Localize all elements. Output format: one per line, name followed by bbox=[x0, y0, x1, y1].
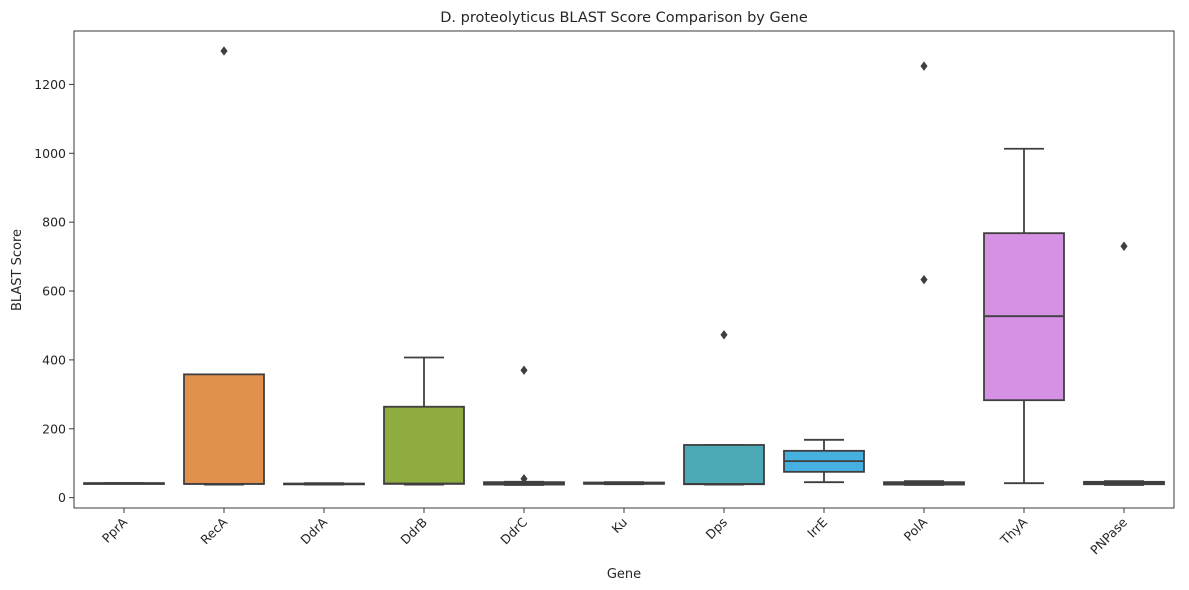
x-ticks: PprA RecA DdrA DdrB DdrC Ku Dps IrrE PolA ThyA PNP… bbox=[99, 508, 1130, 557]
outlier-point bbox=[520, 365, 528, 375]
outlier-point bbox=[220, 46, 228, 56]
box-pnpase bbox=[1083, 241, 1165, 486]
y-tick-label: 200 bbox=[42, 421, 66, 436]
x-tick-label-pnpase: PNPase bbox=[1087, 514, 1130, 557]
box-ddrb bbox=[383, 356, 465, 486]
outlier-point bbox=[920, 61, 928, 71]
boxes bbox=[83, 46, 1165, 486]
y-ticks: 0 200 400 600 800 1000 1200 bbox=[34, 77, 74, 505]
y-tick-label: 600 bbox=[42, 284, 66, 299]
iqr-box bbox=[383, 405, 465, 485]
x-tick-label-ku: Ku bbox=[609, 515, 631, 537]
box-ddra bbox=[283, 482, 365, 486]
box-ppra bbox=[83, 482, 165, 485]
box-thya bbox=[983, 147, 1065, 485]
box-pola bbox=[883, 61, 965, 486]
x-tick-label-reca: RecA bbox=[197, 514, 230, 547]
x-tick-label-ddrb: DdrB bbox=[397, 515, 430, 548]
box-ddrc bbox=[483, 365, 565, 486]
outlier-point bbox=[1120, 241, 1128, 251]
box-dps bbox=[683, 330, 765, 486]
iqr-box bbox=[183, 373, 265, 485]
y-tick-label: 800 bbox=[42, 215, 66, 230]
outlier-point bbox=[920, 274, 928, 285]
chart-title: D. proteolyticus BLAST Score Comparison … bbox=[440, 10, 808, 26]
x-tick-label-ddra: DdrA bbox=[297, 514, 330, 547]
x-tick-label-ppra: PprA bbox=[99, 514, 131, 546]
box-irre bbox=[783, 438, 865, 484]
x-axis-label: Gene bbox=[607, 567, 641, 582]
box-reca bbox=[183, 46, 265, 486]
y-tick-label: 1000 bbox=[34, 146, 66, 161]
box-ku bbox=[583, 481, 665, 486]
outlier-point bbox=[720, 330, 728, 340]
y-tick-label: 400 bbox=[42, 352, 66, 367]
outlier-point bbox=[520, 474, 528, 484]
y-tick-label: 1200 bbox=[34, 77, 66, 92]
x-tick-label-pola: PolA bbox=[901, 514, 931, 544]
x-tick-label-ddrc: DdrC bbox=[497, 514, 530, 547]
x-tick-label-thya: ThyA bbox=[997, 514, 1031, 548]
x-tick-label-irre: IrrE bbox=[804, 514, 830, 540]
x-tick-label-dps: Dps bbox=[702, 515, 730, 543]
y-tick-label: 0 bbox=[58, 490, 66, 505]
y-axis-label: BLAST Score bbox=[10, 229, 25, 311]
iqr-box bbox=[683, 444, 765, 486]
